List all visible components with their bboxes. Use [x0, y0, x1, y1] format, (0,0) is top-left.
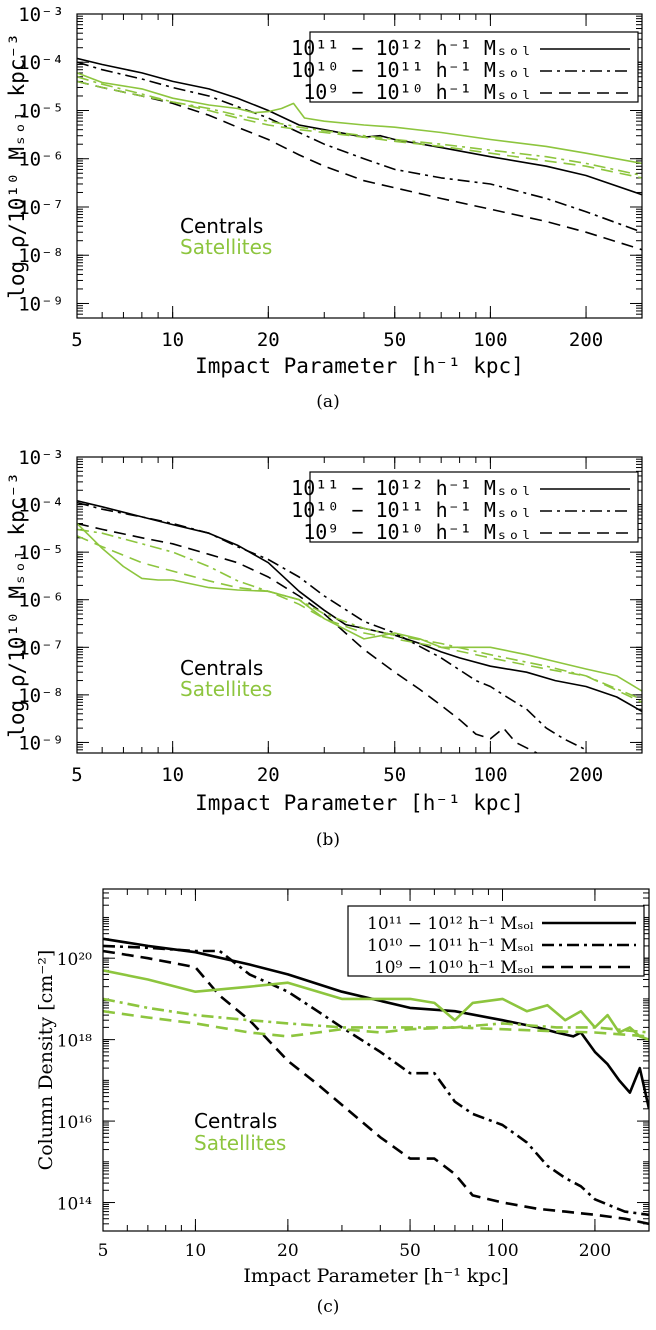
- plot-frame: [76, 13, 643, 319]
- y-tick-label: 10¹⁴: [57, 1195, 92, 1215]
- x-tick-label: 5: [71, 764, 82, 786]
- series-line-satellites-dashed: [77, 535, 642, 703]
- series-line-centrals-dashdot: [103, 944, 649, 1217]
- series-line-centrals-dashed: [77, 80, 642, 251]
- x-tick-label: 20: [257, 329, 280, 351]
- x-tick-label: 100: [473, 329, 507, 351]
- chart-panel-c: 5 10 20 50 100 200 10¹⁴ 10¹⁶ 10¹⁸ 10²⁰ Impact Para…: [35, 888, 650, 1317]
- x-tick-label: 200: [569, 329, 603, 351]
- legend-label: 10¹⁰ − 10¹¹ h⁻¹ Mₛₒₗ: [367, 936, 534, 956]
- x-tick-label: 50: [383, 329, 406, 351]
- x-tick-label: 10: [185, 1241, 207, 1261]
- series-line-satellites-dashed: [103, 1009, 649, 1038]
- y-axis-label: log ρ/10¹⁰ Mₛₒₗ kpc⁻³: [5, 472, 29, 738]
- y-tick-label: 10⁻³: [18, 4, 64, 26]
- legend-label: 10¹¹ − 10¹² h⁻¹ Mₛₒₗ: [291, 476, 532, 500]
- series-line-satellites-dashed: [77, 80, 642, 179]
- y-tick-label: 10⁻⁵: [18, 542, 64, 564]
- panel-caption: (c): [317, 1297, 340, 1317]
- annotation-centrals: Centrals: [180, 214, 263, 238]
- panel-caption: (a): [316, 392, 339, 412]
- chart-panel-b: 5 10 20 50 100 200 10⁻⁹ 10⁻⁸ 10⁻⁷ 10⁻⁶ 10⁻⁵ 10⁻⁴ 10⁻…: [5, 447, 643, 850]
- x-tick-label: 5: [71, 329, 82, 351]
- y-tick-label: 10⁻⁴: [18, 495, 64, 517]
- plot-frame: [102, 888, 650, 1232]
- series-line-centrals-dashed: [77, 522, 538, 753]
- annotation-satellites: Satellites: [180, 235, 272, 259]
- x-tick-label: 200: [569, 764, 603, 786]
- chart-panel-a: 5 10 20 50 100 200 10⁻⁹ 10⁻⁸ 10⁻⁷ 10⁻⁶ 10⁻⁵ 10⁻⁴ 10⁻…: [5, 4, 643, 412]
- legend-label: 10¹⁰ − 10¹¹ h⁻¹ Mₛₒₗ: [291, 498, 532, 522]
- legend-label: 10⁹ − 10¹⁰ h⁻¹ Mₛₒₗ: [303, 80, 532, 104]
- x-tick-label: 10: [161, 329, 184, 351]
- series-line-centrals-solid: [77, 57, 642, 196]
- series-line-satellites-solid: [103, 969, 649, 1041]
- y-axis-label: log ρ/10¹⁰ Mₛₒₗ kpc⁻³: [5, 33, 29, 299]
- legend-box: [309, 471, 639, 543]
- x-tick-label: 100: [486, 1241, 518, 1261]
- series-line-satellites-solid: [77, 72, 642, 165]
- y-tick-label: 10⁻⁹: [18, 732, 64, 754]
- annotation-centrals: Centrals: [194, 1109, 277, 1133]
- x-axis-label: Impact Parameter [h⁻¹ kpc]: [243, 1265, 508, 1287]
- annotation-satellites: Satellites: [180, 677, 272, 701]
- y-axis-label: Column Density [cm⁻²]: [35, 950, 57, 1171]
- x-tick-label: 50: [383, 764, 406, 786]
- legend-label: 10¹⁰ − 10¹¹ h⁻¹ Mₛₒₗ: [291, 58, 532, 82]
- x-tick-label: 20: [257, 764, 280, 786]
- x-axis-label: Impact Parameter [h⁻¹ kpc]: [195, 791, 524, 815]
- series-line-satellites-dashdot: [103, 997, 649, 1034]
- x-tick-label: 5: [98, 1241, 109, 1261]
- y-tick-label: 10⁻⁷: [18, 637, 64, 659]
- y-tick-label: 10⁻³: [18, 447, 64, 469]
- y-tick-label: 10⁻⁶: [18, 590, 64, 612]
- legend-label: 10¹¹ − 10¹² h⁻¹ Mₛₒₗ: [367, 914, 534, 934]
- series-group: [103, 937, 649, 1226]
- y-tick-label: 10⁻⁶: [18, 149, 64, 171]
- series-line-centrals-dashdot: [77, 61, 642, 233]
- annotation-satellites: Satellites: [194, 1131, 286, 1155]
- series-line-centrals-solid: [103, 937, 649, 1110]
- y-tick-label: 10⁻⁹: [18, 293, 64, 315]
- annotation-centrals: Centrals: [180, 656, 263, 680]
- legend-box: [347, 905, 645, 977]
- x-tick-label: 10: [161, 764, 184, 786]
- y-tick-label: 10⁻⁸: [18, 685, 64, 707]
- y-tick-label: 10⁻⁴: [18, 52, 64, 74]
- legend-label: 10⁹ − 10¹⁰ h⁻¹ Mₛₒₗ: [303, 520, 532, 544]
- x-tick-label: 20: [277, 1241, 299, 1261]
- legend-label: 10¹¹ − 10¹² h⁻¹ Mₛₒₗ: [291, 36, 532, 60]
- x-tick-label: 100: [473, 764, 507, 786]
- x-tick-label: 50: [399, 1241, 421, 1261]
- y-tick-label: 10²⁰: [57, 950, 92, 970]
- y-tick-label: 10¹⁸: [57, 1032, 92, 1052]
- legend-label: 10⁹ − 10¹⁰ h⁻¹ Mₛₒₗ: [374, 958, 534, 978]
- series-line-satellites-solid: [77, 522, 642, 692]
- series-line-centrals-dashed: [103, 949, 649, 1226]
- x-axis-label: Impact Parameter [h⁻¹ kpc]: [195, 354, 524, 378]
- y-tick-label: 10⁻⁷: [18, 197, 64, 219]
- y-tick-label: 10⁻⁵: [18, 100, 64, 122]
- series-group: [77, 500, 642, 753]
- panel-caption: (b): [316, 830, 340, 850]
- y-tick-label: 10¹⁶: [57, 1113, 92, 1133]
- series-line-satellites-dashdot: [77, 76, 642, 177]
- series-group: [77, 57, 642, 251]
- plot-frame: [76, 456, 643, 754]
- x-tick-label: 200: [579, 1241, 611, 1261]
- series-line-satellites-dashdot: [77, 528, 642, 701]
- y-tick-label: 10⁻⁸: [18, 245, 64, 267]
- legend-box: [309, 31, 639, 103]
